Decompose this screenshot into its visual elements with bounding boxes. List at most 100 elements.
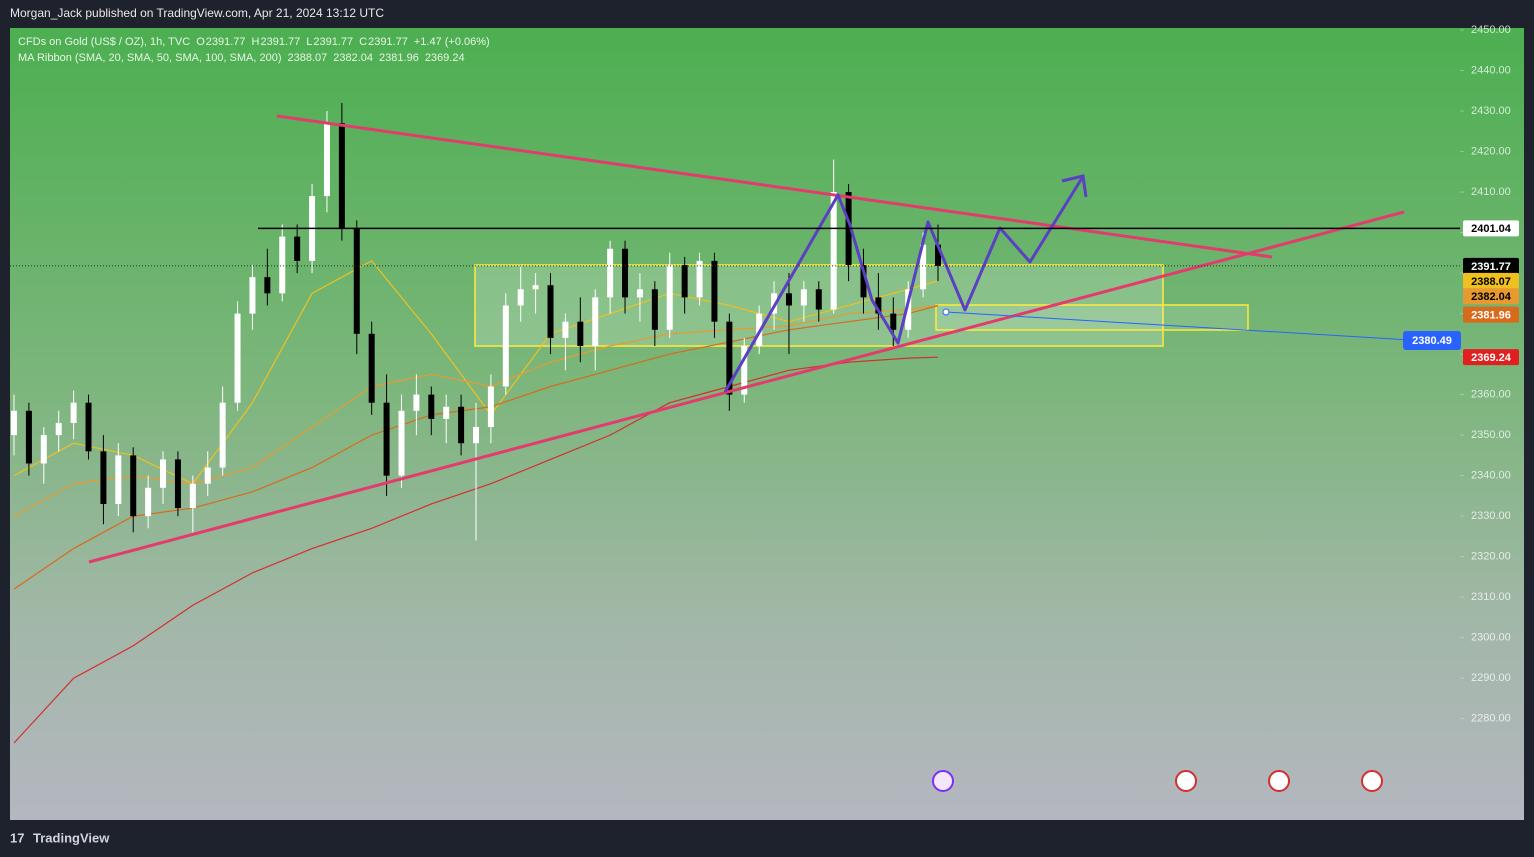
candle-body: [487, 386, 494, 428]
price-tag-label: 2401.04: [1471, 223, 1512, 235]
publisher: Morgan_Jack published on TradingView.com…: [10, 6, 384, 20]
price-tag: [1463, 306, 1519, 323]
price-axis: 2450.002440.002430.002420.002410.002400.…: [1403, 24, 1519, 725]
logo: 17: [10, 830, 24, 845]
legend-text: L: [306, 36, 312, 48]
trendline-lower: [88, 210, 1405, 564]
price-tag-label: 2382.04: [1471, 291, 1512, 303]
price-tag: [1463, 272, 1519, 289]
y-tick-label: 2280.00: [1471, 713, 1511, 725]
candle-body: [85, 402, 92, 452]
y-tick-label: 2330.00: [1471, 510, 1511, 522]
forecast-arrow: [1061, 174, 1088, 198]
candle-body: [55, 422, 62, 436]
event-icon[interactable]: [932, 770, 954, 792]
candle-body: [160, 459, 167, 488]
target-box: [935, 304, 1249, 331]
candle-body: [696, 260, 703, 298]
legend-text: 2391.77: [206, 36, 246, 48]
y-tick-label: 2290.00: [1471, 672, 1511, 684]
candle-body: [219, 402, 226, 468]
candle-body: [666, 264, 673, 330]
candle-body: [189, 483, 196, 509]
price-tag: [1463, 349, 1519, 366]
candle-body: [726, 321, 733, 395]
candle-body: [935, 244, 941, 266]
price-tag: [1463, 220, 1519, 237]
y-tick-label: 2420.00: [1471, 145, 1511, 157]
legend-ma-value: 2388.07: [288, 52, 328, 64]
us-event-icon[interactable]: [1175, 770, 1197, 792]
candle-body: [785, 293, 792, 306]
price-tag-label: 2369.24: [1471, 352, 1512, 364]
price-tag-label: 2388.07: [1471, 276, 1511, 288]
y-tick-label: 2320.00: [1471, 551, 1511, 563]
candle-body: [577, 321, 584, 346]
candle-body: [920, 244, 927, 290]
candle-body: [741, 345, 748, 395]
y-tick-label: 2430.00: [1471, 105, 1511, 117]
candle-body: [532, 285, 539, 290]
candle-body: [830, 192, 837, 310]
candle-body: [338, 123, 345, 229]
y-tick-label: 2350.00: [1471, 429, 1511, 441]
candle-body: [130, 455, 137, 517]
footer-brand: TradingView: [33, 830, 110, 845]
candle-body: [547, 285, 554, 338]
projection-tag: [1403, 331, 1461, 350]
candle-body: [443, 406, 450, 419]
legend-text: O: [196, 36, 205, 48]
candle-body: [681, 264, 688, 298]
candle-body: [607, 248, 614, 298]
candle-body: [249, 277, 256, 314]
candle-body: [517, 289, 524, 306]
candle-body: [100, 451, 107, 504]
forecast-path: [723, 177, 1084, 393]
legend: CFDs on Gold (US$ / OZ), 1h, TVC O 2391.77…: [18, 36, 490, 64]
y-tick-label: 2360.00: [1471, 389, 1511, 401]
us-event-icon[interactable]: [1361, 770, 1383, 792]
price-tag: [1463, 257, 1519, 274]
drawings: [10, 114, 1460, 792]
legend-text: C: [359, 36, 367, 48]
legend-text: 2391.77: [313, 36, 353, 48]
candle-body: [115, 455, 122, 504]
price-tag-label: 2381.96: [1471, 310, 1511, 322]
candle-body: [592, 297, 599, 346]
candle-body: [70, 402, 77, 423]
candle-body: [413, 394, 420, 411]
candle-body: [234, 313, 241, 403]
legend-ma-value: 2369.24: [425, 52, 465, 64]
legend-text: 2391.77: [368, 36, 408, 48]
legend-text: H: [252, 36, 260, 48]
price-tag: [1463, 288, 1519, 305]
projection-line: [945, 311, 1411, 341]
legend-text: +1.47 (+0.06%): [414, 36, 490, 48]
plot: [11, 102, 1249, 744]
y-tick-label: 2340.00: [1471, 470, 1511, 482]
candle-body: [145, 487, 152, 517]
legend-ma-value: 2382.04: [333, 52, 373, 64]
candle-body: [398, 410, 405, 476]
projection-point: [942, 308, 950, 316]
candle-body: [294, 236, 301, 261]
candle-body: [383, 402, 390, 476]
candle-body: [11, 410, 17, 436]
ma-line: [13, 356, 939, 744]
chart-background: [10, 28, 1524, 820]
candle-body: [25, 410, 32, 464]
legend-text: CFDs on Gold (US$ / OZ), 1h, TVC: [18, 36, 190, 48]
candle-body: [40, 435, 47, 464]
y-tick-label: 2450.00: [1471, 24, 1511, 36]
candle-body: [800, 289, 807, 306]
candle-body: [458, 406, 465, 444]
candle-body: [562, 321, 569, 338]
candle-body: [473, 427, 479, 444]
candle-body: [264, 277, 271, 294]
us-event-icon[interactable]: [1268, 770, 1290, 792]
candle-body: [502, 305, 509, 387]
candle-body: [875, 297, 882, 314]
y-tick-label: 2300.00: [1471, 632, 1511, 644]
